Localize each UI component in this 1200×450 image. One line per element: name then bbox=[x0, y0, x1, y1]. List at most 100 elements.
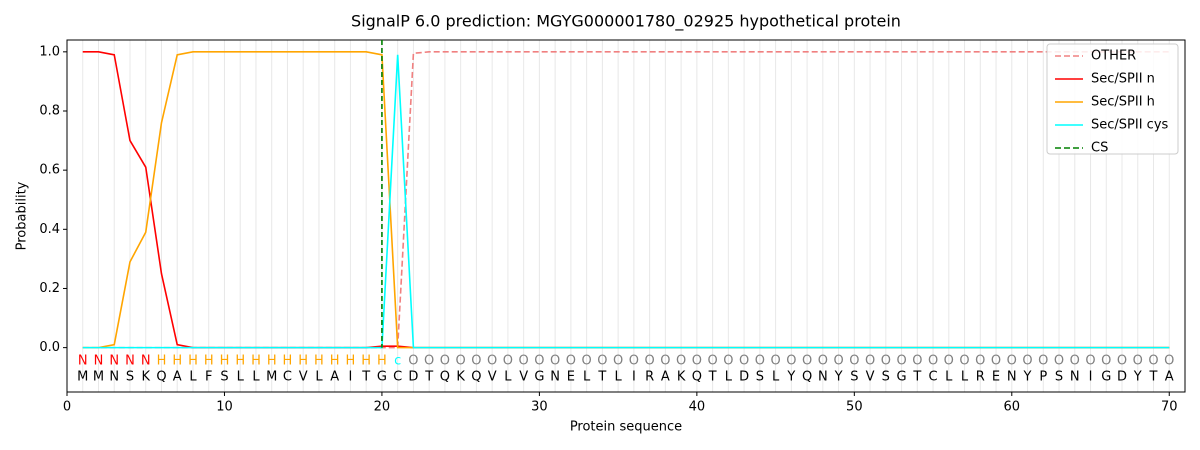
residue: S bbox=[850, 370, 858, 385]
y-tick-label: 0.2 bbox=[39, 281, 60, 296]
residue: T bbox=[424, 370, 433, 385]
region-label: O bbox=[1133, 354, 1143, 369]
residue: G bbox=[897, 370, 907, 385]
region-label: O bbox=[629, 354, 639, 369]
region-label: O bbox=[802, 354, 812, 369]
region-label: O bbox=[739, 354, 749, 369]
region-label: O bbox=[896, 354, 906, 369]
residue: E bbox=[567, 370, 575, 385]
region-label: H bbox=[172, 354, 182, 369]
region-label: O bbox=[959, 354, 969, 369]
region-label: H bbox=[204, 354, 214, 369]
region-label: O bbox=[471, 354, 481, 369]
residue: T bbox=[597, 370, 606, 385]
region-label: H bbox=[298, 354, 308, 369]
residue: L bbox=[504, 370, 512, 385]
residue: N bbox=[818, 370, 828, 385]
residue: L bbox=[772, 370, 780, 385]
region-label: O bbox=[424, 354, 434, 369]
region-label: N bbox=[125, 354, 135, 369]
residue: Q bbox=[156, 370, 166, 385]
region-label: O bbox=[1117, 354, 1127, 369]
legend-box bbox=[1046, 43, 1179, 155]
region-label: O bbox=[1054, 354, 1064, 369]
region-label: O bbox=[707, 354, 717, 369]
legend-label: CS bbox=[1091, 141, 1108, 156]
residue: Y bbox=[1023, 370, 1032, 385]
y-tick-label: 0.6 bbox=[39, 163, 60, 178]
residue: V bbox=[299, 370, 308, 385]
residue: Q bbox=[802, 370, 812, 385]
residue: D bbox=[739, 370, 749, 385]
region-label: O bbox=[1148, 354, 1158, 369]
y-tick-label: 1.0 bbox=[39, 44, 60, 59]
residue: Y bbox=[786, 370, 795, 385]
legend-label: OTHER bbox=[1091, 49, 1136, 64]
region-label: O bbox=[408, 354, 418, 369]
residue: E bbox=[992, 370, 1000, 385]
region-label: O bbox=[991, 354, 1001, 369]
region-label: H bbox=[188, 354, 198, 369]
region-label: O bbox=[865, 354, 875, 369]
region-label: O bbox=[597, 354, 607, 369]
x-tick-label: 50 bbox=[846, 400, 863, 415]
residue: Y bbox=[1133, 370, 1142, 385]
residue: S bbox=[220, 370, 228, 385]
x-tick-label: 40 bbox=[689, 400, 706, 415]
legend-label: Sec/SPII cys bbox=[1091, 118, 1169, 133]
residue: K bbox=[141, 370, 150, 385]
residue: A bbox=[1165, 370, 1174, 385]
region-label: O bbox=[1101, 354, 1111, 369]
x-tick-label: 60 bbox=[1004, 400, 1021, 415]
region-label: H bbox=[314, 354, 324, 369]
region-label: O bbox=[1038, 354, 1048, 369]
region-label: O bbox=[1085, 354, 1095, 369]
region-label: N bbox=[109, 354, 119, 369]
residue: Q bbox=[471, 370, 481, 385]
residue: G bbox=[377, 370, 387, 385]
residue: I bbox=[632, 370, 636, 385]
residue: N bbox=[109, 370, 119, 385]
residue: C bbox=[283, 370, 292, 385]
series-line bbox=[82, 51, 1170, 349]
x-tick-label: 70 bbox=[1161, 400, 1178, 415]
x-tick-label: 0 bbox=[63, 400, 71, 415]
residue: A bbox=[173, 370, 182, 385]
region-label: H bbox=[220, 354, 230, 369]
residue: I bbox=[1089, 370, 1093, 385]
region-label: O bbox=[534, 354, 544, 369]
region-label: H bbox=[330, 354, 340, 369]
y-axis-label: Probability bbox=[15, 181, 30, 250]
region-label: O bbox=[833, 354, 843, 369]
residue: S bbox=[126, 370, 134, 385]
region-label: O bbox=[1022, 354, 1032, 369]
region-label: O bbox=[440, 354, 450, 369]
residue: M bbox=[77, 370, 88, 385]
region-label: O bbox=[519, 354, 529, 369]
residue: K bbox=[677, 370, 686, 385]
residue: Q bbox=[440, 370, 450, 385]
region-label: O bbox=[975, 354, 985, 369]
legend-label: Sec/SPII n bbox=[1091, 72, 1155, 87]
region-label: O bbox=[1164, 354, 1174, 369]
region-label: H bbox=[235, 354, 245, 369]
residue: D bbox=[1117, 370, 1127, 385]
residue: N bbox=[550, 370, 560, 385]
residue: L bbox=[615, 370, 623, 385]
series-line bbox=[82, 51, 1170, 349]
region-label: O bbox=[613, 354, 623, 369]
residue: A bbox=[330, 370, 339, 385]
region-label: H bbox=[361, 354, 371, 369]
residue: R bbox=[645, 370, 654, 385]
region-label: O bbox=[912, 354, 922, 369]
region-label: O bbox=[582, 354, 592, 369]
region-label: H bbox=[377, 354, 387, 369]
residue: S bbox=[882, 370, 890, 385]
region-label: O bbox=[1070, 354, 1080, 369]
residue: T bbox=[1149, 370, 1158, 385]
residue: L bbox=[583, 370, 591, 385]
residue: V bbox=[488, 370, 497, 385]
region-label: O bbox=[660, 354, 670, 369]
region-label: H bbox=[346, 354, 356, 369]
region-label: O bbox=[550, 354, 560, 369]
